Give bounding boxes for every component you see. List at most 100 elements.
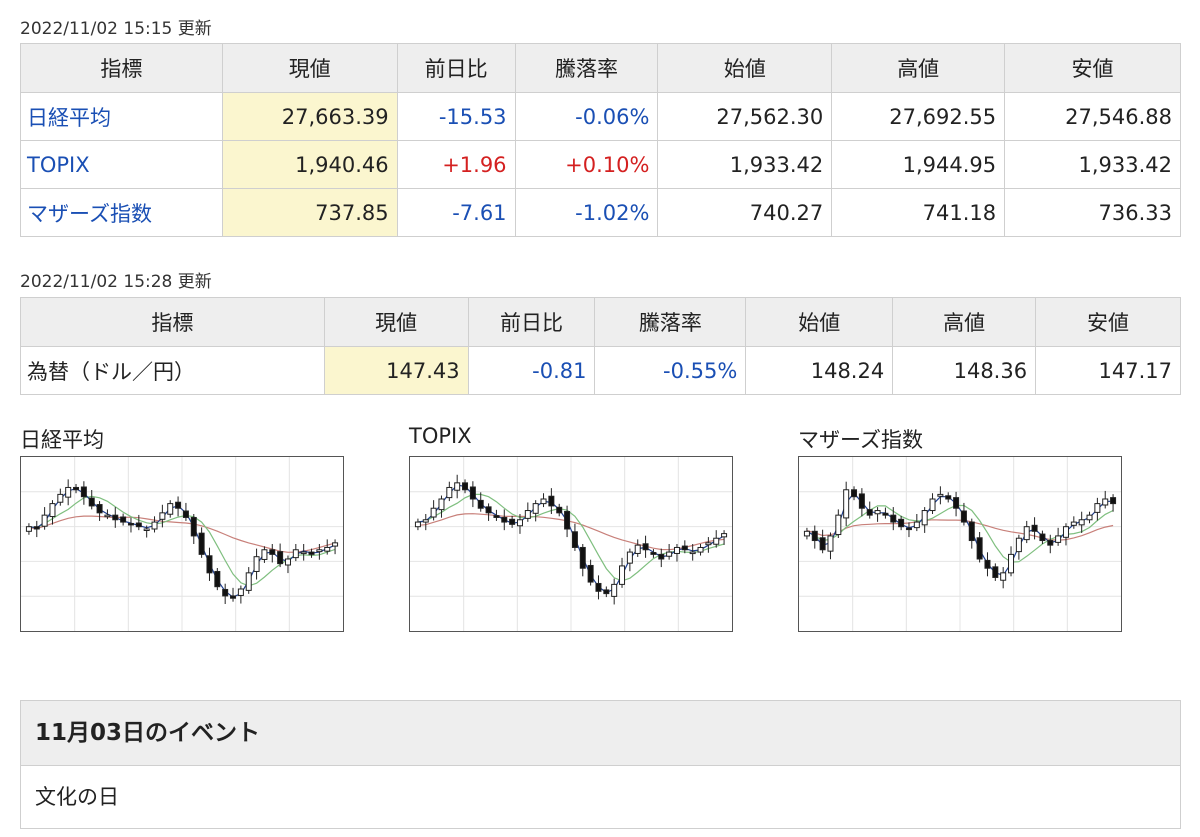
event-body: 文化の日	[35, 785, 119, 809]
candle	[151, 516, 158, 533]
candle-body	[477, 499, 484, 509]
open-value: 740.27	[657, 188, 833, 237]
candle	[611, 578, 618, 605]
candle-body	[332, 542, 339, 547]
candle	[1039, 530, 1046, 544]
candle-body	[454, 482, 461, 491]
candle-body	[501, 516, 508, 523]
candle-body	[41, 514, 48, 527]
high-value: 741.18	[831, 188, 1006, 237]
candle	[1070, 516, 1077, 529]
header-indicator: 指標	[20, 43, 223, 93]
candle-body	[705, 542, 712, 546]
candle-body	[1094, 503, 1101, 513]
candle-body	[626, 551, 633, 564]
candle	[261, 546, 268, 563]
header-open: 始値	[657, 43, 833, 93]
fx-table: 指標 現値 前日比 騰落率 始値 高値 安値 為替（ドル／円） 147.43 -…	[20, 297, 1181, 395]
candle-body	[509, 518, 516, 525]
candle	[579, 544, 586, 577]
candle-body	[25, 526, 32, 532]
candle	[882, 507, 889, 519]
index-link-topix[interactable]: TOPIX	[27, 152, 90, 177]
candle	[316, 544, 323, 560]
chart-mothers[interactable]	[798, 456, 1122, 632]
candle-body	[65, 486, 72, 498]
candle-body	[803, 530, 810, 537]
candle	[858, 488, 865, 517]
candle-body	[968, 521, 975, 542]
candle-body	[1039, 533, 1046, 542]
candle	[1062, 523, 1069, 546]
candle	[135, 514, 142, 531]
candle-body	[253, 556, 260, 572]
candle	[642, 535, 649, 558]
candle-body	[57, 493, 64, 503]
candle-body	[843, 489, 850, 519]
index-link-nikkei[interactable]: 日経平均	[27, 105, 111, 130]
candle	[819, 529, 826, 554]
candle-body	[835, 514, 842, 536]
candle-body	[913, 521, 920, 529]
candle-body	[819, 537, 826, 551]
candle	[222, 583, 229, 604]
table-row: TOPIX 1,940.46 +1.96 +0.10% 1,933.42 1,9…	[20, 140, 1181, 189]
candle-body	[882, 512, 889, 516]
candle	[237, 585, 244, 604]
candle	[1031, 517, 1038, 540]
candle	[485, 503, 492, 521]
candle-body	[422, 519, 429, 523]
candle	[167, 500, 174, 518]
low-value: 1,933.42	[1004, 140, 1181, 189]
candle	[501, 509, 508, 531]
candle-body	[945, 495, 952, 500]
candle-body	[587, 564, 594, 583]
candle-body	[650, 552, 657, 555]
candle	[960, 502, 967, 526]
moving-average-line	[806, 492, 1114, 576]
candle-body	[316, 549, 323, 553]
candle-body	[548, 495, 555, 507]
stock-timestamp: 2022/11/02 15:15 更新	[20, 19, 212, 39]
candle	[681, 540, 688, 554]
candle	[49, 500, 56, 525]
stock-index-table: 指標 現値 前日比 騰落率 始値 高値 安値 日経平均 27,663.39 -1…	[20, 43, 1181, 237]
current-value: 147.43	[323, 346, 469, 395]
candle	[1102, 490, 1109, 509]
header-rate: 騰落率	[594, 297, 747, 347]
header-current: 現値	[221, 43, 398, 93]
candle-body	[658, 553, 665, 560]
candle-body	[611, 583, 618, 597]
chart-nikkei[interactable]	[20, 456, 344, 632]
candle	[1015, 534, 1022, 560]
candle	[921, 507, 928, 533]
candle	[198, 527, 205, 558]
candle-body	[485, 506, 492, 514]
candle	[827, 532, 834, 560]
index-link-mothers[interactable]: マザーズ指数	[27, 201, 152, 226]
candle-body	[866, 509, 873, 516]
candle	[626, 548, 633, 572]
chart-topix[interactable]	[409, 456, 733, 632]
moving-average-line	[28, 487, 336, 598]
chart-title-nikkei: 日経平均	[20, 428, 104, 452]
candle-body	[1078, 519, 1085, 526]
candle-body	[619, 565, 626, 585]
candle	[300, 544, 307, 561]
candle	[666, 544, 673, 560]
candle-body	[143, 528, 150, 531]
candle	[438, 495, 445, 518]
candle	[509, 515, 516, 528]
chart-title-mothers: マザーズ指数	[798, 428, 923, 452]
open-value: 27,562.30	[657, 92, 833, 141]
candle	[968, 518, 975, 549]
header-current: 現値	[323, 297, 469, 347]
candle	[493, 509, 500, 521]
candle	[462, 479, 469, 494]
candle-body	[992, 566, 999, 578]
candle	[80, 481, 87, 505]
candle	[422, 514, 429, 531]
candle	[556, 503, 563, 517]
candle	[454, 474, 461, 499]
candle-body	[516, 519, 523, 527]
